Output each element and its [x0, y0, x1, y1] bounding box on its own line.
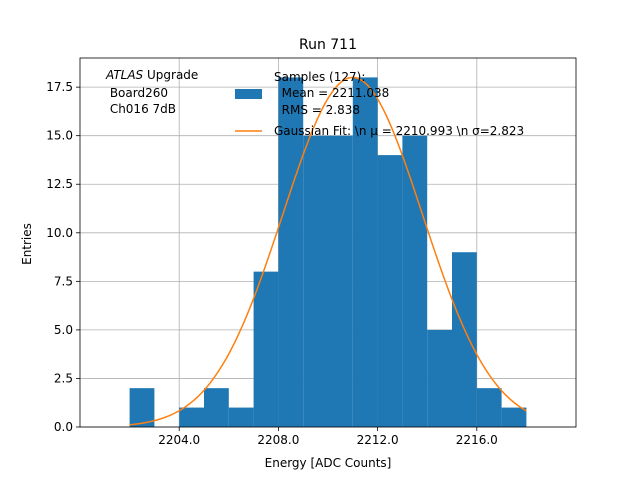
x-tick-label: 2208.0	[257, 433, 299, 447]
y-tick-label: 10.0	[46, 226, 73, 240]
histogram-bar	[278, 77, 304, 427]
channel-label: Ch016 7dB	[106, 102, 176, 116]
atlas-label: ATLAS	[105, 68, 144, 82]
histogram-bar	[402, 135, 428, 427]
legend-hist-title: Samples (127):	[274, 70, 365, 84]
histogram-bars	[129, 77, 527, 427]
histogram-bar	[352, 77, 378, 427]
y-tick-label: 0.0	[54, 420, 73, 434]
y-tick-label: 2.5	[54, 371, 73, 385]
x-tick-label: 2216.0	[456, 433, 498, 447]
histogram-bar	[253, 271, 279, 427]
y-tick-label: 12.5	[46, 177, 73, 191]
x-axis-ticks: 2204.0 2208.0 2212.0 2216.0	[158, 427, 498, 447]
upgrade-label: Upgrade	[143, 68, 198, 82]
legend-hist-swatch	[235, 89, 262, 99]
x-tick-label: 2204.0	[158, 433, 200, 447]
gaussian-fit-curve	[129, 76, 527, 426]
histogram-bar	[377, 155, 403, 427]
y-tick-label: 15.0	[46, 129, 73, 143]
histogram-bar	[228, 407, 254, 427]
x-tick-label: 2212.0	[357, 433, 399, 447]
y-axis-ticks: 0.0 2.5 5.0 7.5 10.0 12.5 15.0 17.5	[46, 80, 80, 434]
board-label: Board260	[106, 86, 168, 100]
legend-fit-label: Gaussian Fit: \n μ = 2210.993 \n σ=2.823	[274, 124, 524, 138]
y-tick-label: 7.5	[54, 274, 73, 288]
plot-area	[79, 57, 577, 428]
histogram-bar	[476, 388, 502, 427]
y-tick-label: 17.5	[46, 80, 73, 94]
legend: Samples (127): Mean = 2211.038 RMS = 2.8…	[235, 70, 524, 138]
chart-title: Run 711	[299, 37, 357, 53]
x-axis-label: Energy [ADC Counts]	[265, 456, 392, 470]
histogram-bar	[328, 135, 353, 427]
histogram-bar	[129, 388, 155, 427]
histogram-bar	[303, 135, 328, 427]
y-axis-label: Entries	[20, 223, 34, 265]
axes-frame	[79, 57, 577, 428]
legend-hist-mean: Mean = 2211.038	[274, 86, 389, 100]
histogram-bar	[501, 407, 527, 427]
atlas-annotation: ATLAS Upgrade Board260 Ch016 7dB	[105, 68, 198, 116]
histogram-bar	[427, 329, 452, 427]
y-tick-label: 5.0	[54, 323, 73, 337]
legend-hist-rms: RMS = 2.838	[274, 103, 360, 117]
histogram-bar	[452, 252, 477, 427]
histogram-bar	[179, 407, 204, 427]
svg-text:ATLAS Upgrade: ATLAS Upgrade	[105, 68, 198, 82]
histogram-bar	[204, 388, 229, 427]
